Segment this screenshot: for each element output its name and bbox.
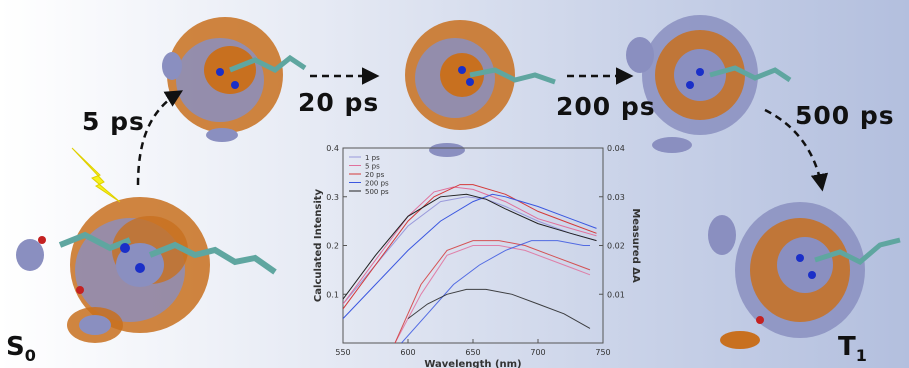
y2-tick-label: 0.01 — [607, 290, 625, 299]
time-label-200ps: 200 ps — [556, 92, 656, 121]
molecule-20ps — [405, 20, 556, 157]
x-tick-label: 750 — [595, 348, 610, 357]
y-tick-label: 0.2 — [326, 242, 339, 251]
calc-series-line — [343, 193, 597, 300]
y2-tick-label: 0.02 — [607, 242, 625, 251]
legend-entry: 1 ps — [365, 154, 380, 162]
x-tick-label: 700 — [530, 348, 545, 357]
time-label-5ps: 5 ps — [82, 107, 145, 136]
arrow-200ps-to-t1 — [764, 108, 829, 192]
time-label-500ps: 500 ps — [795, 101, 895, 130]
molecule-s0 — [16, 197, 277, 343]
measured-series-line — [394, 245, 591, 343]
x-tick-label: 550 — [335, 348, 350, 357]
y-tick-label: 0.1 — [326, 290, 339, 299]
time-label-20ps: 20 ps — [298, 88, 380, 117]
legend-entry: 20 ps — [365, 171, 385, 179]
y2-tick-label: 0.04 — [607, 144, 625, 153]
x-axis-label: Wavelength (nm) — [424, 359, 521, 368]
measured-series-line — [401, 240, 590, 343]
legend-entry: 200 ps — [365, 180, 389, 188]
calc-series-line — [343, 196, 597, 305]
calc-series-line — [343, 193, 597, 319]
spectra-chart: 550 600 650 700 750 0.1 0.2 0.3 0.4 0.01 0.02 0.03 0… — [313, 144, 641, 368]
state-label-s0: S0 — [6, 332, 36, 366]
legend-entry: 5 ps — [365, 163, 380, 171]
x-tick-label: 650 — [465, 348, 480, 357]
state-label-t1: T1 — [838, 332, 867, 366]
molecule-200ps — [626, 15, 792, 153]
legend-entry: 500 ps — [365, 188, 389, 196]
y-tick-label: 0.4 — [326, 144, 339, 153]
lightning-icon — [71, 147, 121, 203]
calc-series-line — [343, 184, 597, 310]
x-tick-label: 600 — [400, 348, 415, 357]
arrow-s0-to-5ps — [136, 90, 184, 186]
molecule-5ps — [162, 17, 307, 142]
y-tick-label: 0.3 — [326, 193, 339, 202]
calc-series-line — [343, 186, 597, 305]
measured-series-line — [394, 240, 591, 343]
measured-series-line — [407, 288, 591, 329]
y2-tick-label: 0.03 — [607, 193, 625, 202]
molecule-t1 — [708, 202, 901, 349]
y-axis-label: Calculated Intensity — [313, 188, 324, 302]
y2-axis-label: Measured ΔA — [630, 208, 641, 283]
